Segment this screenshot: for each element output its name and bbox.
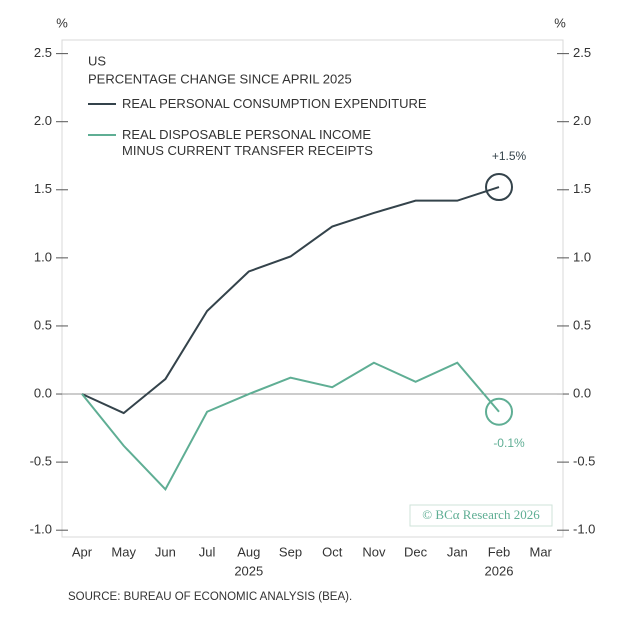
y2-tick-label: 1.5	[573, 181, 591, 196]
x-tick-label: Jan	[447, 544, 468, 559]
plot-frame	[61, 39, 564, 538]
x-tick-label: Oct	[322, 544, 343, 559]
source: SOURCE: BUREAU OF ECONOMIC ANALYSIS (BEA…	[68, 591, 352, 603]
x-tick-label: Jul	[199, 544, 216, 559]
x-year-label: 2025	[234, 563, 263, 578]
y-tick-label: 0.5	[34, 317, 52, 332]
x-tick-label: Sep	[279, 544, 302, 559]
highlight-circle	[485, 397, 513, 426]
y-tick-label: -0.5	[30, 454, 52, 469]
y2-tick-label: 1.0	[573, 249, 591, 264]
y-tick-label: 2.0	[34, 113, 52, 128]
y-unit: %	[56, 15, 68, 30]
y-tick-label: 2.5	[34, 45, 52, 60]
chart-subtitle: PERCENTAGE CHANGE SINCE APRIL 2025	[88, 71, 352, 86]
x-tick-label: Jun	[155, 544, 176, 559]
x-tick-label: Apr	[72, 544, 93, 559]
watermark: © BCα Research 2026	[422, 507, 540, 522]
x-year-label: 2026	[485, 563, 514, 578]
series-line	[81, 361, 500, 492]
y2-tick-label: -0.5	[573, 454, 595, 469]
y-tick-label: 1.5	[34, 181, 52, 196]
y2-tick-label: -1.0	[573, 522, 595, 537]
x-tick-label: May	[111, 544, 136, 559]
y-tick-label: 1.0	[34, 249, 52, 264]
highlight-circle	[485, 173, 513, 202]
y2-unit: %	[554, 15, 566, 30]
series-line	[81, 186, 500, 415]
y2-tick-label: 2.0	[573, 113, 591, 128]
x-tick-label: Feb	[488, 544, 510, 559]
x-tick-label: Aug	[237, 544, 260, 559]
y-tick-label: -1.0	[30, 522, 52, 537]
y2-tick-label: 0.5	[573, 317, 591, 332]
y-tick-label: 0.0	[34, 385, 52, 400]
legend-label: REAL DISPOSABLE PERSONAL INCOME MINUS CU…	[122, 127, 373, 158]
chart-title: US	[88, 53, 106, 68]
y2-tick-label: 2.5	[573, 45, 591, 60]
watermark-box	[409, 504, 553, 527]
value-label: -0.1%	[493, 436, 525, 450]
legend-label: REAL PERSONAL CONSUMPTION EXPENDITURE	[122, 96, 427, 111]
value-label: +1.5%	[492, 149, 527, 163]
y2-tick-label: 0.0	[573, 385, 591, 400]
x-tick-label: Mar	[530, 544, 553, 559]
x-tick-label: Nov	[362, 544, 386, 559]
x-tick-label: Dec	[404, 544, 428, 559]
